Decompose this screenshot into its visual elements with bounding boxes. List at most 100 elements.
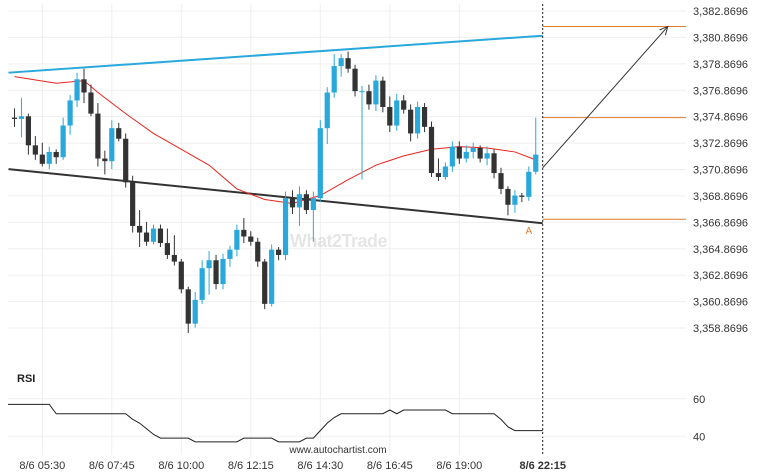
y-tick-label-3: 3,376.8696 [693, 85, 748, 97]
candle-69 [491, 149, 497, 179]
candle-body-73 [519, 195, 525, 197]
candle-body-1 [18, 116, 25, 119]
candle-body-70 [498, 173, 504, 189]
x-tick-label-7: 8/6 22:15 [519, 460, 565, 472]
candle-body-48 [345, 58, 351, 69]
candle-body-28 [206, 260, 212, 269]
candle-body-27 [199, 268, 205, 300]
y-tick-label-5: 3,372.8696 [693, 138, 748, 150]
candle-body-51 [366, 91, 372, 105]
candle-19 [143, 221, 150, 246]
candle-6 [53, 149, 59, 164]
y-tick-label-0: 3,382.8696 [693, 6, 748, 18]
candle-body-53 [380, 80, 386, 108]
candle-32 [234, 224, 240, 257]
y-tick-label-8: 3,366.8696 [693, 217, 748, 229]
candle-21 [157, 224, 164, 248]
channel-lower-line [8, 168, 543, 225]
pattern-point-label: A [525, 226, 532, 237]
candle-body-64 [456, 146, 462, 159]
rsi-tick-label-1: 40 [693, 431, 705, 443]
watermark-logo: What2Trade [290, 231, 388, 251]
candle-42 [303, 190, 309, 215]
candle-38 [276, 247, 282, 261]
candle-51 [366, 84, 372, 110]
candle-body-11 [88, 92, 94, 114]
candle-48 [345, 51, 351, 73]
candle-44 [317, 120, 323, 203]
x-tick-label-3: 8/6 12:15 [228, 460, 274, 472]
candle-4 [39, 142, 45, 167]
candle-body-14 [109, 128, 115, 162]
candle-34 [248, 231, 254, 246]
candle-body-7 [60, 125, 66, 158]
candle-36 [262, 258, 268, 310]
candle-54 [387, 96, 393, 133]
candle-27 [199, 260, 205, 304]
candle-body-5 [46, 151, 52, 164]
candle-body-26 [192, 299, 198, 324]
candle-body-3 [32, 145, 38, 155]
candle-49 [352, 64, 358, 97]
candle-body-34 [248, 236, 254, 242]
candle-17 [130, 175, 136, 233]
candle-body-50 [359, 91, 365, 93]
candle-3 [32, 136, 38, 160]
candle-47 [338, 54, 344, 77]
candle-12 [95, 103, 101, 167]
candle-body-0 [11, 117, 18, 119]
candle-body-6 [53, 151, 59, 158]
candle-body-56 [401, 100, 407, 110]
candle-73 [519, 192, 525, 203]
candle-body-75 [533, 154, 539, 172]
candle-body-22 [164, 243, 170, 255]
candle-body-20 [150, 228, 157, 242]
candle-body-62 [442, 166, 448, 178]
candle-body-31 [227, 249, 233, 259]
candle-body-35 [255, 241, 261, 262]
candle-body-43 [310, 198, 316, 211]
candle-18 [137, 210, 143, 248]
rsi-line [8, 403, 543, 443]
candle-64 [456, 141, 462, 164]
candle-1 [18, 97, 25, 138]
candle-0 [11, 108, 18, 127]
candle-58 [415, 101, 421, 139]
candle-body-63 [449, 146, 455, 167]
candle-37 [269, 244, 275, 307]
candle-body-15 [116, 128, 122, 139]
x-tick-label-0: 8/6 05:30 [19, 460, 65, 472]
candle-body-46 [331, 66, 337, 93]
candle-body-13 [102, 158, 108, 162]
candle-body-54 [387, 107, 393, 126]
candle-body-19 [143, 232, 150, 242]
candle-body-44 [317, 128, 323, 199]
candle-53 [380, 76, 386, 113]
y-tick-label-4: 3,374.8696 [693, 112, 748, 124]
candle-57 [408, 104, 414, 142]
candle-body-10 [81, 79, 87, 93]
candle-body-61 [435, 173, 442, 178]
candle-23 [171, 235, 177, 266]
candle-body-30 [220, 258, 226, 285]
candle-10 [81, 68, 87, 104]
candle-body-33 [241, 229, 247, 237]
candle-14 [109, 120, 115, 170]
candle-body-40 [289, 198, 296, 208]
candle-46 [331, 54, 337, 98]
candle-body-29 [213, 260, 219, 285]
candle-45 [324, 87, 330, 145]
candle-52 [373, 75, 379, 111]
candle-63 [449, 141, 455, 172]
candle-body-58 [415, 107, 421, 134]
grid-lines [8, 4, 686, 455]
candle-body-42 [303, 194, 309, 211]
candle-body-38 [276, 249, 282, 255]
candle-9 [74, 72, 80, 108]
candle-body-16 [123, 138, 129, 183]
candle-body-67 [477, 147, 483, 159]
channel-upper-line [8, 34, 543, 74]
candle-39 [282, 191, 289, 261]
